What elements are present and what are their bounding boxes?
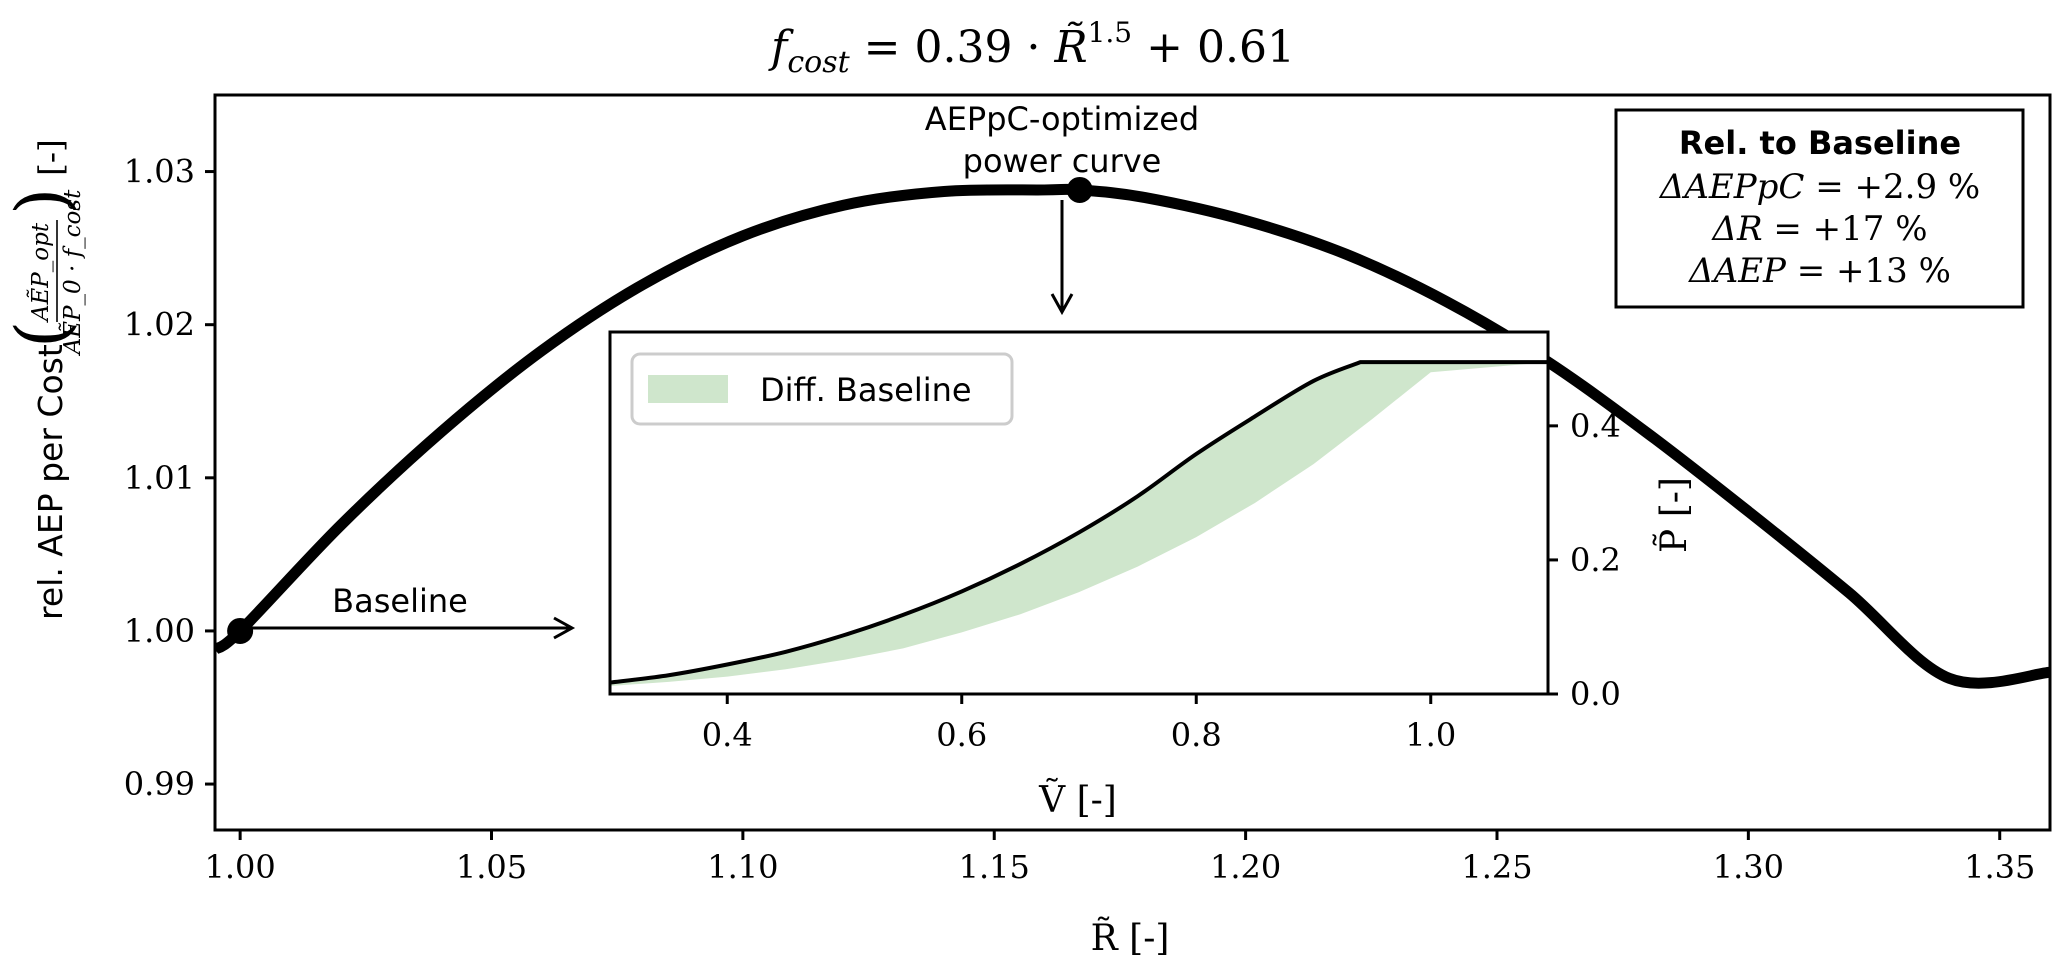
main-y-ticks: 0.99 1.00 1.01 1.02 1.03 [124, 153, 215, 803]
x-tick-label: 1.35 [1964, 848, 2035, 886]
legend-swatch-diff-baseline [648, 375, 728, 403]
svg-text:[-]: [-] [31, 139, 70, 176]
baseline-arrow-head [553, 616, 576, 640]
baseline-marker [227, 617, 254, 644]
inset-legend: Diff. Baseline [630, 352, 1014, 426]
x-tick-label: 1.20 [1210, 848, 1281, 886]
chart-title: fcost = 0.39 · R̃1.5 + 0.61 [768, 16, 1295, 80]
inset-x-ticks: 0.4 0.6 0.8 1.0 [702, 694, 1456, 754]
x-tick-label: 1.05 [456, 848, 527, 886]
optimized-annotation-line1: AEPpC-optimized [925, 100, 1199, 138]
optimized-annotation-line2: power curve [963, 142, 1162, 180]
inset-y-tick-label: 0.2 [1570, 541, 1621, 579]
y-tick-label: 0.99 [124, 765, 195, 803]
inset-y-label: P̃ [-] [1653, 477, 1695, 553]
optimized-arrow-head [1050, 293, 1074, 316]
main-x-label: R̃ [-] [1091, 917, 1170, 959]
info-line-r: ΔR = +17 % [1710, 209, 1927, 249]
y-label-denominator: AẼP_0 · f_cost [58, 189, 86, 356]
x-tick-label: 1.10 [707, 848, 778, 886]
inset-x-tick-label: 0.8 [1171, 716, 1222, 754]
info-box-title: Rel. to Baseline [1679, 124, 1961, 162]
inset-x-tick-label: 1.0 [1405, 716, 1456, 754]
baseline-annotation: Baseline [332, 582, 468, 620]
optimized-marker [1066, 176, 1093, 203]
info-line-aepc: ΔAEPpC = +2.9 % [1658, 167, 1980, 207]
main-plot-frame [213, 93, 2052, 832]
inset-diff-area [610, 362, 1548, 686]
y-label-numerator: AẼP_opt [26, 222, 54, 323]
x-tick-label: 1.25 [1461, 848, 1532, 886]
main-x-ticks: 1.00 1.05 1.10 1.15 1.20 1.25 1.30 1.35 [205, 830, 2035, 886]
info-line-aep: ΔAEP = +13 % [1687, 251, 1951, 291]
y-tick-label: 1.03 [124, 153, 195, 191]
legend-label-diff-baseline: Diff. Baseline [760, 371, 972, 409]
inset-y-tick-label: 0.4 [1570, 407, 1621, 445]
inset-chart: 0.4 0.6 0.8 1.0 0.0 0.2 0.4 Ṽ [-] P̃ [-] Diff… [608, 330, 1695, 821]
legend-frame [630, 352, 1014, 426]
info-box [1614, 108, 2025, 309]
y-tick-label: 1.01 [124, 459, 195, 497]
inset-optimized-curve [610, 360, 1548, 685]
svg-text:): ) [1, 188, 83, 215]
inset-y-ticks: 0.0 0.2 0.4 [1548, 407, 1621, 713]
y-tick-label: 1.00 [124, 612, 195, 650]
inset-y-tick-label: 0.0 [1570, 675, 1621, 713]
svg-text:(: ( [1, 321, 83, 348]
x-tick-label: 1.00 [205, 848, 276, 886]
inset-x-label: Ṽ [-] [1038, 778, 1117, 821]
inset-x-tick-label: 0.6 [936, 716, 987, 754]
x-tick-label: 1.30 [1713, 848, 1784, 886]
y-tick-label: 1.02 [124, 306, 195, 344]
inset-frame [608, 330, 1550, 696]
main-y-label: rel. AEP per Cost ( AẼP_opt AẼP_0 · f_co… [1, 139, 86, 620]
svg-text:rel. AEP per Cost: rel. AEP per Cost [31, 344, 70, 620]
inset-x-tick-label: 0.4 [702, 716, 753, 754]
x-tick-label: 1.15 [959, 848, 1030, 886]
